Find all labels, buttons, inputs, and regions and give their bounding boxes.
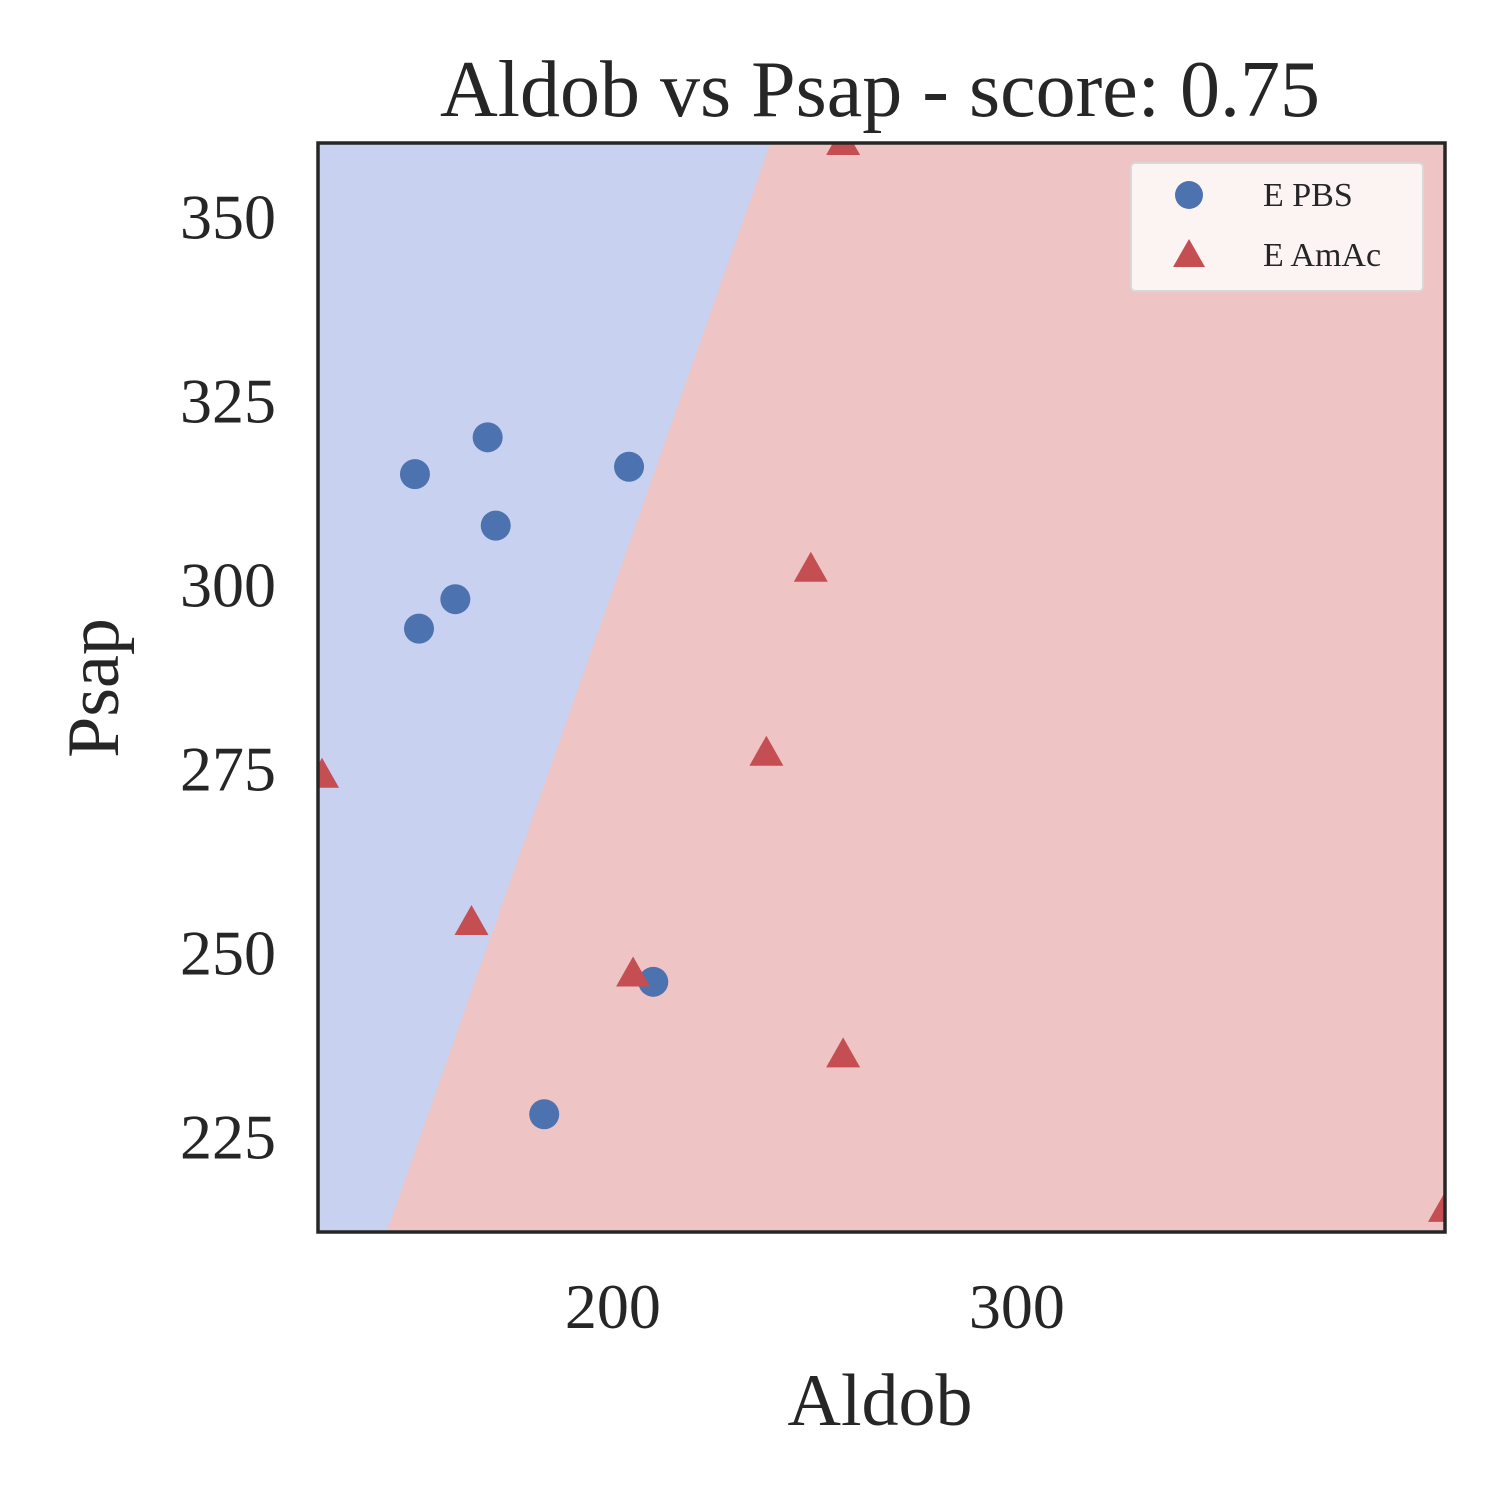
point-e-pbs-8 [529,1099,560,1130]
point-e-pbs-4 [614,451,645,482]
legend-label-e-pbs: E PBS [1263,177,1353,214]
point-e-amac-4 [749,735,784,766]
point-e-pbs-1 [399,459,430,490]
y-tick-label: 250 [180,917,276,988]
legend-box [1130,162,1424,292]
point-e-amac-6 [616,956,651,987]
point-e-pbs-3 [480,510,511,541]
point-e-amac-1 [318,757,340,788]
plot-area [318,143,1445,1232]
legend-marker-e-amac [1173,239,1205,267]
legend-label-e-amac: E AmAc [1263,237,1381,274]
y-tick-label: 275 [180,733,276,804]
y-tick-label: 300 [180,549,276,620]
point-e-amac-8 [1428,1191,1445,1222]
chart-title: Aldob vs Psap - score: 0.75 [440,46,1320,134]
plot-frame [316,141,1447,1234]
x-tick-label: 200 [565,1271,661,1342]
point-e-amac-3 [793,551,828,582]
legend: E PBS E AmAc [1130,162,1424,292]
point-e-amac-7 [826,1037,861,1068]
point-e-pbs-5 [440,584,471,615]
y-tick-label: 325 [180,366,276,437]
legend-marker-e-pbs [1175,181,1203,209]
x-tick-label: 300 [969,1271,1065,1342]
y-tick-label: 225 [180,1101,276,1172]
region-e-pbs [318,143,771,1232]
point-e-pbs-7 [638,966,669,997]
point-e-amac-5 [454,904,489,935]
point-e-pbs-6 [403,613,434,644]
point-e-amac-2 [826,143,861,155]
x-axis-label: Aldob [788,1360,973,1442]
y-tick-label: 350 [180,182,276,253]
y-axis-label: Psap [53,618,135,758]
point-e-pbs-2 [472,422,503,453]
